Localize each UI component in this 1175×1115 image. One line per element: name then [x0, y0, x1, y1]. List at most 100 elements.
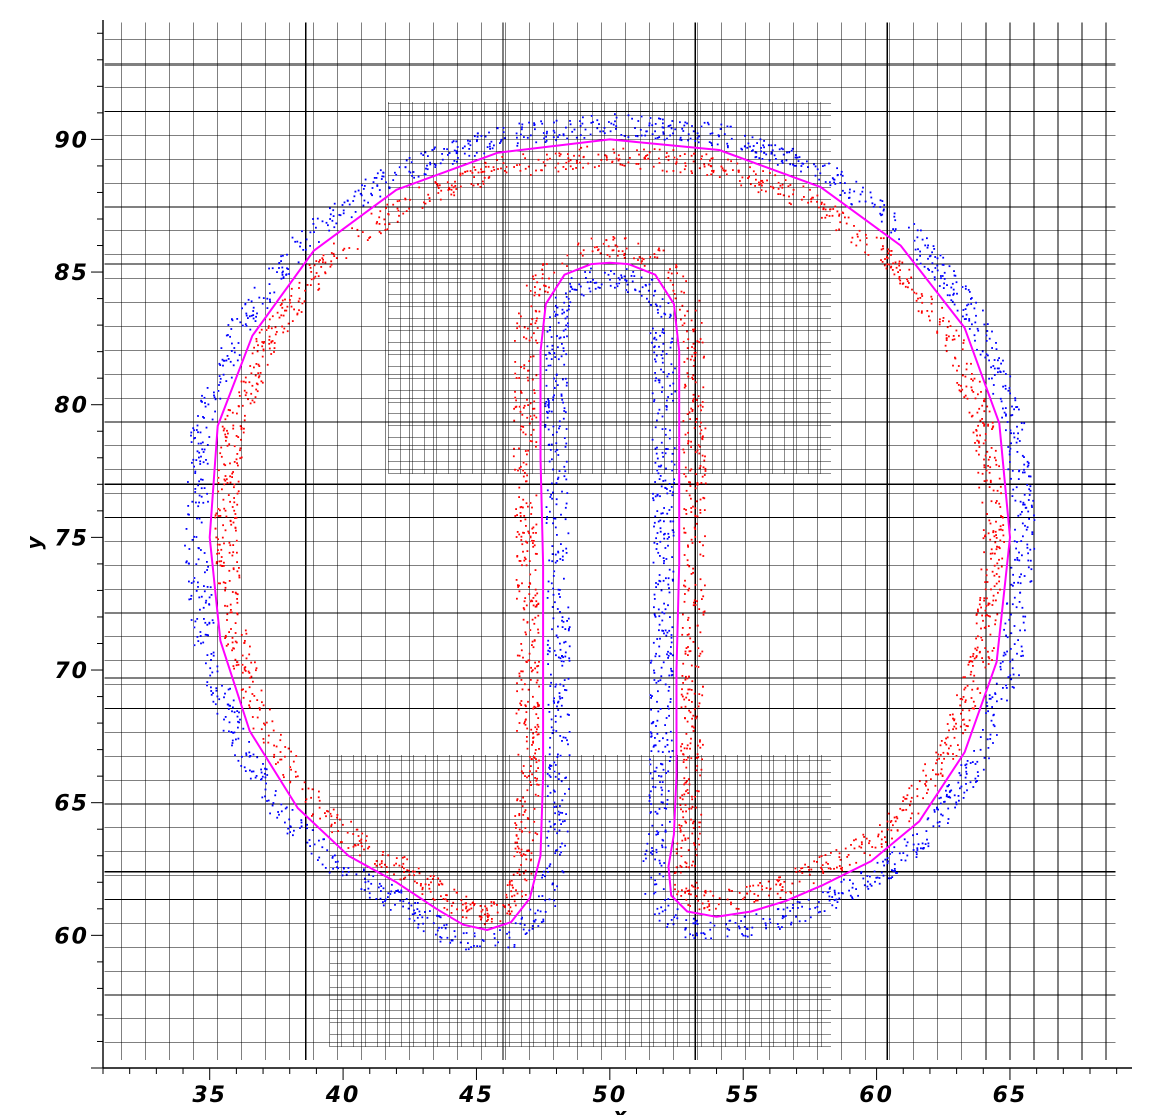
data-point	[549, 496, 552, 498]
data-point	[553, 386, 556, 389]
data-point	[523, 556, 526, 559]
data-point	[779, 883, 782, 885]
data-point	[266, 307, 269, 309]
data-point	[824, 181, 827, 183]
data-point	[526, 550, 529, 552]
data-point	[751, 150, 753, 152]
data-point	[956, 369, 958, 372]
data-point	[704, 535, 706, 538]
data-point	[347, 871, 350, 873]
data-point	[545, 135, 547, 138]
data-point	[534, 322, 537, 325]
data-point	[551, 882, 554, 885]
data-point	[382, 901, 384, 903]
data-point	[363, 199, 366, 202]
data-point	[794, 156, 797, 159]
data-point	[943, 757, 945, 760]
data-point	[293, 308, 295, 311]
data-point	[703, 933, 706, 936]
data-point	[434, 146, 436, 149]
data-point	[562, 134, 565, 137]
data-point	[758, 157, 761, 159]
data-point	[744, 134, 746, 137]
data-point	[228, 580, 231, 582]
data-point	[529, 536, 532, 539]
data-point	[966, 684, 969, 687]
data-point	[658, 629, 660, 632]
data-point	[206, 681, 209, 683]
data-point	[992, 530, 995, 532]
data-point	[232, 699, 235, 702]
data-point	[513, 944, 516, 946]
data-point	[839, 182, 842, 184]
data-point	[664, 830, 667, 833]
data-point	[304, 801, 307, 803]
data-point	[518, 467, 521, 469]
data-point	[517, 837, 520, 840]
data-point	[234, 640, 237, 643]
data-point	[500, 140, 502, 143]
data-point	[561, 343, 563, 345]
data-point	[692, 365, 695, 367]
data-point	[959, 704, 962, 707]
data-point	[241, 404, 244, 407]
data-point	[509, 883, 511, 886]
data-point	[537, 925, 540, 927]
data-point	[656, 700, 658, 703]
data-point	[446, 894, 448, 897]
data-point	[679, 830, 682, 833]
data-point	[546, 597, 549, 599]
data-point	[200, 487, 203, 490]
data-point	[536, 281, 539, 284]
data-point	[658, 623, 661, 626]
data-point	[284, 746, 287, 748]
data-point	[568, 754, 571, 757]
data-point	[521, 582, 523, 585]
data-point	[196, 517, 198, 520]
data-point	[530, 336, 533, 339]
data-point	[232, 732, 235, 734]
data-point	[250, 392, 253, 395]
data-point	[691, 701, 693, 703]
data-point	[543, 137, 545, 140]
data-point	[1012, 432, 1015, 435]
data-point	[930, 302, 933, 305]
data-point	[547, 428, 550, 431]
data-point	[634, 289, 637, 292]
data-point	[223, 483, 226, 486]
data-point	[283, 776, 285, 779]
data-point	[564, 470, 567, 473]
data-point	[685, 696, 688, 699]
data-point	[479, 945, 481, 948]
data-point	[697, 444, 700, 447]
data-point	[653, 525, 655, 528]
data-point	[975, 622, 978, 625]
data-point	[544, 285, 547, 288]
data-point	[684, 839, 687, 841]
data-point	[686, 559, 689, 562]
data-point	[329, 218, 331, 220]
data-point	[191, 500, 194, 503]
data-point	[563, 363, 566, 366]
data-point	[662, 371, 665, 373]
data-point	[991, 347, 993, 349]
data-point	[240, 456, 243, 459]
data-point	[663, 807, 666, 809]
data-point	[686, 692, 689, 695]
data-point	[693, 359, 696, 362]
data-point	[656, 543, 659, 545]
data-point	[440, 189, 443, 192]
data-point	[681, 889, 683, 892]
data-point	[656, 510, 659, 512]
data-point	[781, 886, 784, 888]
data-point	[207, 634, 209, 637]
data-point	[538, 660, 540, 663]
data-point	[670, 636, 673, 639]
data-point	[977, 329, 980, 332]
data-point	[1007, 468, 1010, 471]
data-point	[973, 707, 975, 710]
data-point	[1000, 400, 1003, 403]
data-point	[667, 155, 670, 158]
data-point	[649, 256, 652, 258]
data-point	[559, 683, 562, 686]
